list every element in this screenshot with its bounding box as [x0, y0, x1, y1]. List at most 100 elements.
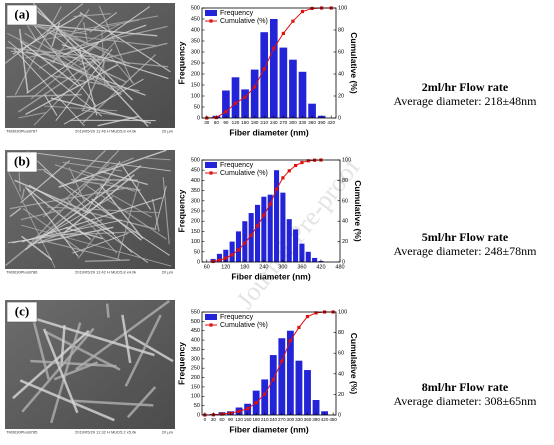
fiber: [51, 74, 140, 92]
fiber: [58, 149, 167, 188]
cumulative-marker: [253, 85, 257, 89]
cumulative-marker: [314, 311, 318, 315]
y2-tick-label: 20: [338, 93, 344, 99]
fiber: [44, 94, 58, 116]
fiber: [54, 164, 135, 192]
legend-label: Frequency: [220, 162, 254, 169]
histogram-bar: [286, 219, 292, 262]
fiber: [42, 328, 79, 414]
y-tick-label: 450: [191, 16, 200, 22]
cumulative-marker: [293, 163, 298, 168]
x-tick-label: 330: [295, 417, 303, 422]
panel-label: (a): [14, 6, 29, 21]
fiber: [127, 333, 174, 363]
y-tick-label: 350: [191, 38, 200, 44]
fiber: [82, 54, 157, 124]
histogram-bar: [250, 69, 259, 118]
fiber: [21, 197, 163, 243]
histogram-bar: [235, 231, 242, 262]
y-tick-label: 400: [191, 27, 200, 33]
y-tick-label: 100: [191, 394, 200, 400]
x-tick-label: 480: [335, 264, 344, 270]
fiber: [162, 176, 170, 245]
cumulative-marker: [224, 110, 228, 114]
sem-scale: 20 µm: [162, 430, 174, 435]
cumulative-marker: [297, 325, 301, 330]
legend-swatch: [205, 10, 217, 16]
histogram-bar: [260, 32, 269, 119]
histogram-bar: [308, 103, 316, 118]
fiber: [21, 224, 172, 267]
cumulative-marker: [274, 187, 279, 191]
y2-tick-label: 80: [338, 330, 344, 336]
fiber: [26, 6, 150, 94]
y-tick-label: 350: [191, 347, 200, 353]
x-tick-label: 420: [327, 120, 335, 125]
x-tick-label: 360: [304, 417, 312, 422]
y2-tick-label: 0: [338, 115, 341, 121]
fiber: [19, 40, 79, 87]
fiber: [75, 299, 170, 371]
cumulative-marker: [310, 6, 314, 11]
legend-label: Cumulative (%): [220, 18, 268, 25]
fiber: [16, 311, 155, 357]
cumulative-marker: [255, 224, 260, 228]
fiber: [20, 209, 61, 221]
y-tick-label: 400: [191, 178, 200, 184]
cumulative-marker: [300, 9, 305, 14]
panel-subtitle: Average diameter: 308±65nm: [394, 394, 538, 408]
y2-tick-label: 0: [338, 412, 341, 418]
panel-label-box: [6, 151, 38, 173]
fiber: [68, 167, 86, 203]
fiber: [22, 208, 84, 253]
y2-tick-label: 40: [338, 71, 344, 77]
fiber: [36, 238, 121, 261]
cumulative-marker: [233, 101, 238, 105]
cumulative-marker: [254, 401, 258, 405]
y2-tick-label: 60: [342, 198, 348, 204]
fiber: [81, 109, 134, 119]
sem-scale: 20 µm: [162, 129, 174, 134]
fiber: [63, 78, 144, 125]
sem-info: 2019/05/29 11:46 H MUD5.8 x4.0k: [75, 129, 136, 134]
legend-swatch: [205, 162, 217, 168]
fiber: [5, 178, 112, 267]
panel-subtitle: Average diameter: 248±78nm: [394, 244, 538, 258]
y2-axis-title: Cumulative (%): [349, 333, 359, 395]
fiber: [4, 3, 84, 64]
fiber: [27, 151, 133, 253]
histogram-bar: [222, 90, 230, 118]
y-tick-label: 150: [191, 82, 200, 88]
sem-footer: [5, 128, 175, 135]
fiber: [13, 48, 85, 127]
fiber: [20, 160, 70, 204]
histogram-bar: [231, 77, 240, 118]
y2-tick-label: 20: [342, 239, 348, 245]
x-tick-label: 300: [287, 417, 295, 422]
y2-tick-label: 60: [338, 351, 344, 357]
fiber: [32, 2, 149, 127]
fiber: [62, 161, 122, 172]
fiber: [44, 19, 140, 41]
fiber: [84, 160, 121, 214]
sem-scale: 20 µm: [162, 270, 174, 275]
fiber: [26, 151, 171, 172]
fiber: [7, 32, 122, 92]
y2-tick-label: 40: [338, 371, 344, 377]
x-tick-label: 360: [308, 120, 316, 125]
y2-tick-label: 100: [338, 309, 347, 315]
x-tick-label: 120: [221, 264, 230, 270]
x-axis-title: Fiber diameter (nm): [229, 424, 309, 434]
y2-tick-label: 80: [338, 27, 344, 33]
fiber: [80, 169, 111, 181]
fiber: [18, 29, 29, 93]
panel-label-box: [6, 4, 38, 26]
histogram-bar: [312, 400, 320, 415]
histogram-bar: [229, 241, 235, 262]
x-tick-label: 210: [261, 417, 269, 422]
panel-title: 5ml/hr Flow rate: [422, 230, 509, 244]
x-tick-label: 180: [252, 417, 260, 422]
y2-tick-label: 100: [342, 157, 351, 163]
fiber: [151, 198, 160, 232]
x-tick-label: 30: [204, 120, 210, 125]
